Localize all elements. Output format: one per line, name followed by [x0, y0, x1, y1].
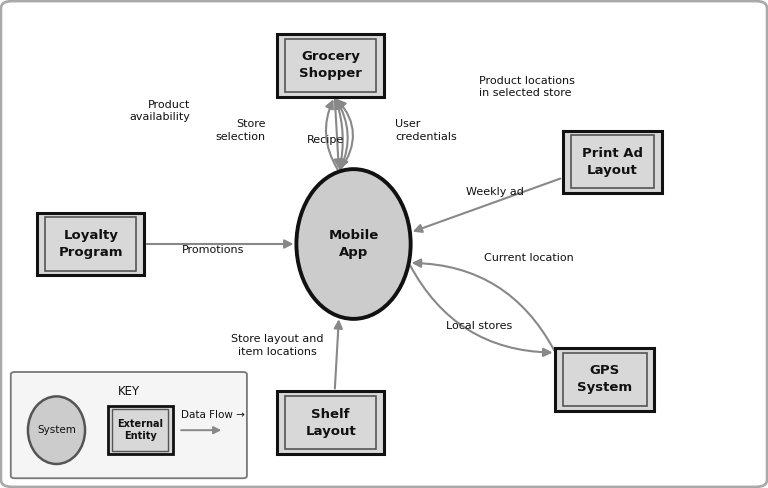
Text: External
Entity: External Entity	[118, 419, 164, 441]
Text: Promotions: Promotions	[181, 245, 243, 255]
FancyBboxPatch shape	[555, 348, 654, 410]
Text: Product
availability: Product availability	[129, 100, 190, 122]
Text: Current location: Current location	[484, 253, 574, 264]
FancyBboxPatch shape	[38, 213, 144, 275]
Text: Data Flow →: Data Flow →	[180, 409, 244, 420]
Text: Loyalty
Program: Loyalty Program	[58, 229, 123, 259]
Text: Print Ad
Layout: Print Ad Layout	[582, 147, 643, 177]
Ellipse shape	[28, 396, 85, 464]
Ellipse shape	[296, 169, 411, 319]
Text: Recipe: Recipe	[306, 135, 343, 145]
Text: KEY: KEY	[118, 385, 140, 398]
Text: Store
selection: Store selection	[216, 119, 266, 142]
Text: GPS
System: GPS System	[578, 364, 632, 394]
FancyBboxPatch shape	[277, 391, 384, 454]
FancyBboxPatch shape	[11, 372, 247, 478]
FancyBboxPatch shape	[563, 130, 662, 193]
Text: System: System	[37, 425, 76, 435]
Text: Mobile
App: Mobile App	[329, 229, 379, 259]
Text: Store layout and
item locations: Store layout and item locations	[231, 334, 323, 357]
FancyBboxPatch shape	[277, 34, 384, 97]
Text: Grocery
Shopper: Grocery Shopper	[300, 50, 362, 81]
Text: User
credentials: User credentials	[396, 119, 457, 142]
FancyBboxPatch shape	[108, 406, 173, 454]
Text: Shelf
Layout: Shelf Layout	[306, 407, 356, 438]
Text: Weekly ad: Weekly ad	[465, 187, 523, 197]
Text: Product locations
in selected store: Product locations in selected store	[479, 76, 575, 98]
Text: Local stores: Local stores	[446, 321, 512, 331]
